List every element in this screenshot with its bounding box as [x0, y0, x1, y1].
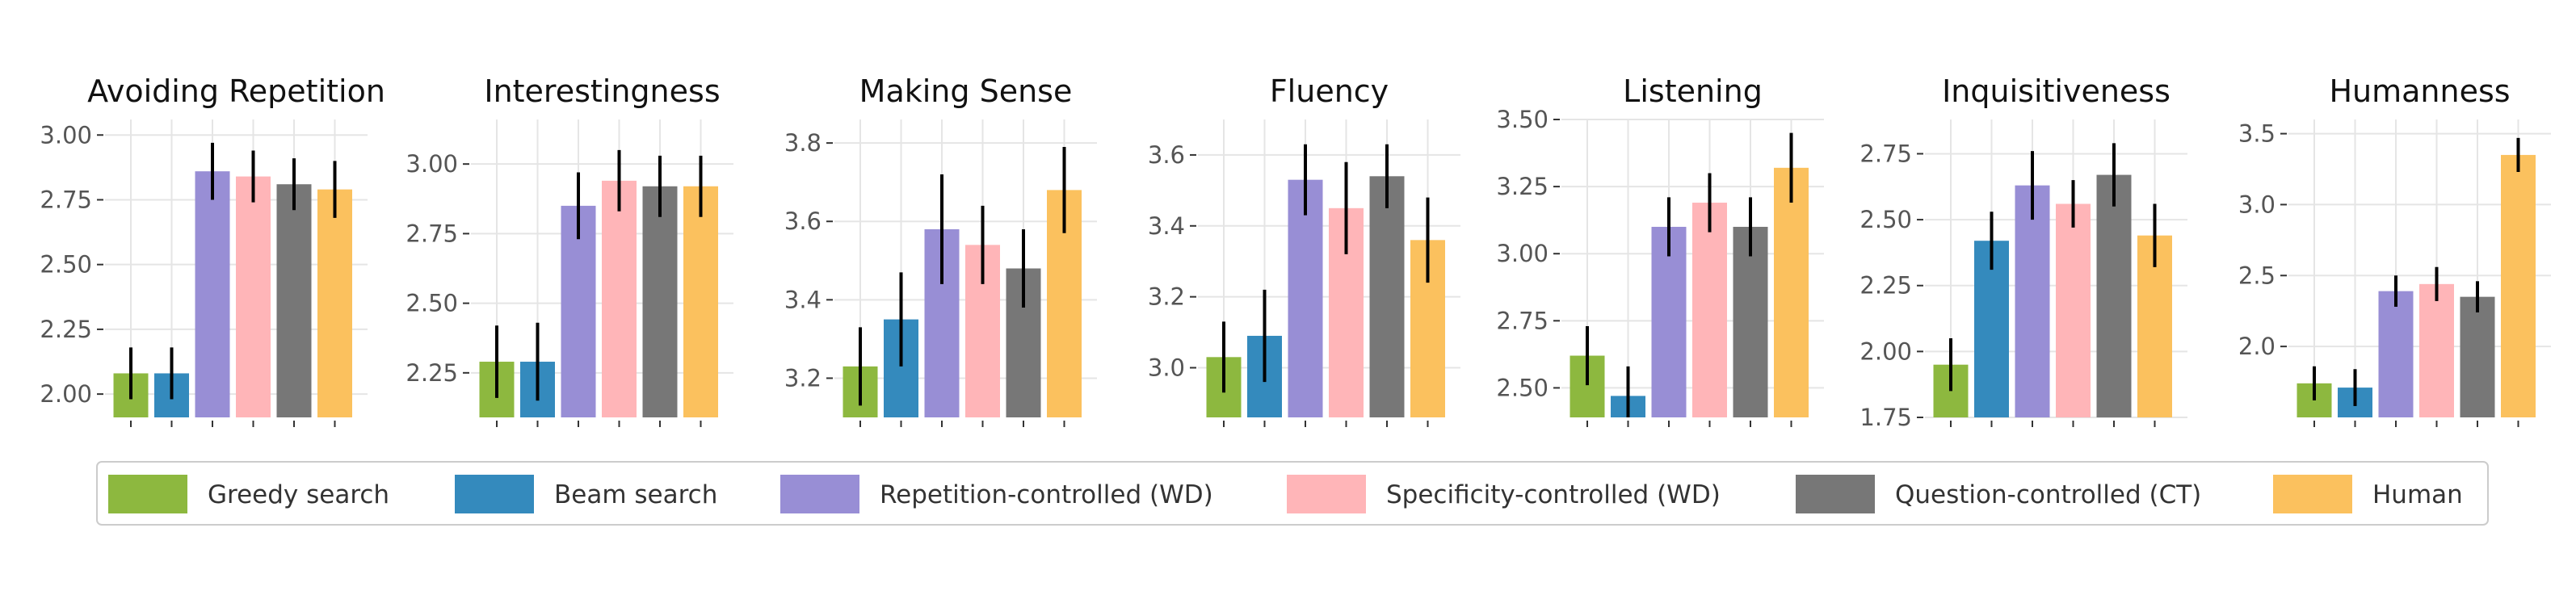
y-tick-label: 2.25: [1860, 272, 1912, 300]
legend-swatch: [2273, 475, 2352, 513]
legend-label: Repetition-controlled (WD): [880, 480, 1213, 509]
y-tick-label: 2.50: [1860, 206, 1912, 233]
chart-panel: 3.2 3.4 3.6 3.8 Making Sense: [784, 73, 1097, 427]
y-tick-label: 3.4: [1148, 212, 1185, 240]
bar: [2015, 185, 2050, 418]
legend-label: Greedy search: [208, 480, 389, 509]
legend-swatch: [455, 475, 534, 513]
bar: [317, 189, 352, 418]
y-tick-label: 3.2: [784, 364, 822, 392]
legend-swatch: [1287, 475, 1366, 513]
bar: [2460, 296, 2495, 417]
bar: [276, 184, 312, 417]
y-tick-label: 2.75: [40, 186, 92, 213]
legend-swatch: [1796, 475, 1875, 513]
y-tick-label: 3.00: [40, 121, 92, 149]
legend-item: Repetition-controlled (WD): [780, 475, 1213, 513]
panel-title: Making Sense: [859, 73, 1073, 109]
chart-panel: 2.0 2.5 3.0 3.5 Humanness: [2238, 73, 2551, 427]
y-tick-label: 3.0: [1148, 354, 1185, 382]
panel-title: Fluency: [1270, 73, 1389, 109]
y-tick-label: 2.50: [406, 290, 458, 317]
bar: [642, 186, 678, 417]
panel-title: Humanness: [2329, 73, 2510, 109]
panel-title: Inquisitiveness: [1942, 73, 2170, 109]
y-tick-label: 3.2: [1148, 283, 1185, 311]
y-tick-label: 3.00: [1496, 240, 1549, 267]
bar: [1692, 203, 1727, 417]
chart-panel: 1.75 2.00 2.25 2.50 2.75 Inquisitiveness: [1860, 73, 2187, 431]
bar: [561, 205, 596, 417]
y-tick-label: 2.50: [1496, 374, 1549, 401]
bar: [236, 176, 271, 417]
y-tick-label: 3.00: [406, 150, 458, 178]
bar: [1288, 179, 1323, 417]
y-tick-label: 2.75: [1496, 307, 1549, 334]
legend-label: Question-controlled (CT): [1895, 480, 2201, 509]
bar: [2501, 154, 2536, 417]
bar: [602, 180, 637, 418]
bar: [1733, 226, 1768, 417]
legend-item: Beam search: [455, 475, 717, 513]
bar: [2056, 203, 2091, 417]
bar: [195, 171, 230, 417]
y-tick-label: 3.25: [1496, 173, 1549, 200]
bar: [683, 186, 718, 417]
chart-panel: 3.0 3.2 3.4 3.6 Fluency: [1148, 73, 1460, 427]
bar: [2419, 283, 2454, 417]
legend: Greedy search Beam search Repetition-con…: [96, 461, 2489, 526]
legend-swatch: [108, 475, 187, 513]
y-tick-label: 2.00: [40, 380, 92, 408]
y-tick-label: 3.5: [2238, 120, 2276, 148]
legend-item: Question-controlled (CT): [1796, 475, 2201, 513]
bar: [1369, 176, 1405, 418]
y-tick-label: 2.00: [1860, 337, 1912, 365]
y-tick-label: 2.0: [2238, 333, 2276, 360]
bar: [1774, 167, 1809, 418]
y-tick-label: 3.6: [1148, 141, 1185, 169]
panel-title: Listening: [1623, 73, 1763, 109]
bar: [2096, 174, 2132, 417]
chart-panel: 2.00 2.25 2.50 2.75 3.00 Avoiding Repetition: [40, 73, 385, 427]
chart-panel: 2.50 2.75 3.00 3.25 3.50 Listening: [1496, 73, 1824, 427]
y-tick-label: 2.75: [406, 220, 458, 247]
y-tick-label: 1.75: [1860, 404, 1912, 431]
y-tick-label: 3.0: [2238, 191, 2276, 218]
y-tick-label: 3.4: [784, 286, 822, 313]
y-tick-label: 3.6: [784, 207, 822, 235]
legend-swatch: [780, 475, 859, 513]
bar: [1974, 241, 2009, 417]
y-tick-label: 2.25: [406, 359, 458, 387]
legend-label: Human: [2372, 480, 2463, 509]
y-tick-label: 2.75: [1860, 140, 1912, 167]
panel-title: Avoiding Repetition: [87, 73, 385, 109]
legend-label: Beam search: [554, 480, 717, 509]
panel-title: Interestingness: [484, 73, 720, 109]
legend-item: Human: [2273, 475, 2463, 513]
y-tick-label: 3.8: [784, 129, 822, 157]
legend-item: Specificity-controlled (WD): [1287, 475, 1721, 513]
bar: [1651, 226, 1687, 417]
legend-label: Specificity-controlled (WD): [1386, 480, 1721, 509]
y-tick-label: 2.50: [40, 251, 92, 279]
y-tick-label: 2.5: [2238, 262, 2276, 289]
y-tick-label: 2.25: [40, 316, 92, 343]
legend-item: Greedy search: [108, 475, 389, 513]
bar: [2378, 291, 2414, 417]
y-tick-label: 3.50: [1496, 106, 1549, 133]
chart-panel: 2.25 2.50 2.75 3.00 Interestingness: [406, 73, 733, 427]
